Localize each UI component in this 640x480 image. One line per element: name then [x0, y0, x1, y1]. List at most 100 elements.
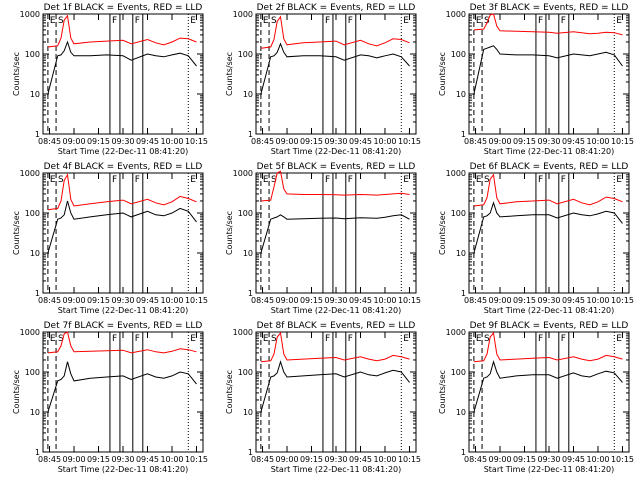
y-tick-label: 10 — [30, 408, 40, 417]
event-marker-label: E — [616, 334, 622, 344]
chart-panel-7: Det 7f BLACK = Events, RED = LLD 1 10 100 10… — [12, 321, 208, 474]
x-axis-label: Start Time (22-Dec-11 08:41:20) — [58, 147, 189, 156]
chart-panel-5: Det 5f BLACK = Events, RED = LLD 1 10 100 10… — [225, 162, 421, 315]
x-tick-label: 09:45 — [349, 296, 372, 305]
x-tick-label: 09:15 — [87, 137, 110, 146]
y-tick-label: 10 — [30, 249, 40, 258]
y-axis-label: Counts/sec — [225, 52, 234, 96]
y-axis-label: Counts/sec — [12, 370, 21, 414]
x-tick-label: 09:30 — [324, 296, 347, 305]
y-tick-label: 1000 — [446, 169, 466, 178]
x-tick-label: 09:30 — [324, 137, 347, 146]
event-marker-label: F — [325, 334, 330, 344]
event-marker-label: F — [538, 175, 543, 185]
series-events-line — [260, 360, 410, 413]
x-axis-label: Start Time (22-Dec-11 08:41:20) — [271, 306, 402, 315]
event-marker-label: F — [325, 16, 330, 26]
event-marker-label: E — [616, 16, 622, 26]
series-lld-line — [47, 173, 197, 211]
x-tick-label: 10:00 — [160, 296, 183, 305]
x-tick-label: 10:15 — [611, 455, 634, 464]
x-tick-label: 09:15 — [513, 296, 536, 305]
x-tick-label: 09:30 — [537, 296, 560, 305]
event-marker-label: E — [190, 16, 196, 26]
series-events-line — [260, 42, 410, 95]
series-lld-line — [47, 14, 197, 48]
x-tick-label: 09:15 — [300, 296, 323, 305]
series-lld-line — [473, 173, 623, 207]
y-tick-label: 1000 — [446, 10, 466, 19]
chart-title: Det 2f BLACK = Events, RED = LLD — [257, 3, 416, 13]
event-marker-label: E — [403, 334, 409, 344]
series-events-line — [473, 45, 623, 95]
y-axis-label: Counts/sec — [438, 52, 447, 96]
event-marker-label: F — [112, 16, 117, 26]
event-marker-label: F — [561, 334, 566, 344]
series-events-line — [473, 201, 623, 254]
x-tick-label: 09:00 — [62, 137, 85, 146]
event-marker-label: S — [58, 334, 64, 344]
event-marker-label: S — [58, 175, 64, 185]
y-tick-label: 1 — [35, 130, 40, 139]
x-tick-label: 09:15 — [513, 137, 536, 146]
y-tick-label: 1 — [248, 289, 253, 298]
series-lld-line — [473, 13, 623, 36]
plot-frame — [255, 331, 417, 453]
event-marker-label: E — [476, 334, 482, 344]
y-tick-label: 100 — [238, 368, 253, 377]
event-marker-label: E — [190, 334, 196, 344]
y-tick-label: 1000 — [233, 328, 253, 337]
x-tick-label: 08:45 — [38, 296, 61, 305]
x-tick-label: 10:00 — [586, 455, 609, 464]
event-marker-label: E — [263, 175, 269, 185]
x-tick-label: 10:00 — [160, 137, 183, 146]
event-marker-label: F — [538, 334, 543, 344]
x-axis-label: Start Time (22-Dec-11 08:41:20) — [484, 465, 615, 474]
x-tick-label: 10:15 — [185, 296, 208, 305]
x-tick-label: 09:45 — [562, 455, 585, 464]
x-tick-label: 10:00 — [373, 137, 396, 146]
y-axis-label: Counts/sec — [225, 370, 234, 414]
x-tick-label: 09:45 — [562, 296, 585, 305]
event-marker-label: F — [135, 16, 140, 26]
y-tick-label: 100 — [25, 50, 40, 59]
y-tick-label: 100 — [451, 50, 466, 59]
event-marker-label: E — [50, 175, 56, 185]
plot-frame — [42, 13, 204, 135]
chart-panel-8: Det 8f BLACK = Events, RED = LLD 1 10 100 10… — [225, 321, 421, 474]
event-marker-label: F — [561, 16, 566, 26]
y-tick-label: 1 — [248, 130, 253, 139]
x-tick-label: 10:15 — [398, 137, 421, 146]
event-marker-label: S — [484, 334, 490, 344]
plot-frame — [468, 331, 630, 453]
x-tick-label: 09:00 — [62, 455, 85, 464]
x-tick-label: 09:30 — [111, 137, 134, 146]
x-tick-label: 10:15 — [185, 455, 208, 464]
y-axis-label: Counts/sec — [225, 211, 234, 255]
y-tick-label: 10 — [243, 90, 253, 99]
event-marker-label: E — [50, 16, 56, 26]
x-tick-label: 09:00 — [275, 137, 298, 146]
plot-frame — [42, 172, 204, 294]
x-tick-label: 09:00 — [488, 296, 511, 305]
event-marker-label: E — [190, 175, 196, 185]
series-lld-line — [260, 170, 410, 202]
x-tick-label: 10:00 — [373, 455, 396, 464]
event-marker-label: S — [484, 16, 490, 26]
y-axis-label: Counts/sec — [438, 211, 447, 255]
y-tick-label: 1000 — [233, 10, 253, 19]
event-marker-label: E — [403, 16, 409, 26]
event-marker-label: E — [263, 334, 269, 344]
event-marker-label: F — [538, 16, 543, 26]
y-tick-label: 1 — [461, 130, 466, 139]
event-marker-label: E — [476, 175, 482, 185]
x-tick-label: 09:00 — [275, 455, 298, 464]
chart-title: Det 8f BLACK = Events, RED = LLD — [257, 321, 416, 331]
event-marker-label: F — [135, 334, 140, 344]
x-tick-label: 10:15 — [398, 455, 421, 464]
event-marker-label: F — [112, 175, 117, 185]
event-marker-label: F — [112, 334, 117, 344]
x-axis-label: Start Time (22-Dec-11 08:41:20) — [271, 465, 402, 474]
chart-title: Det 1f BLACK = Events, RED = LLD — [44, 3, 203, 13]
